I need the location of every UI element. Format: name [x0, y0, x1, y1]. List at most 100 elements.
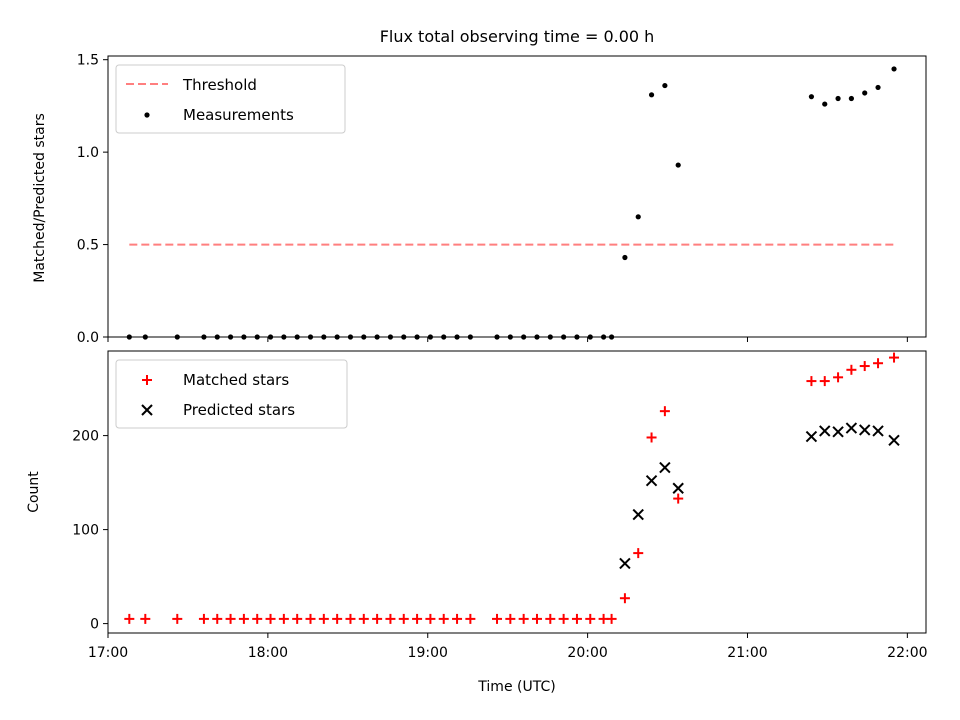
predicted-star-point	[645, 475, 658, 487]
matched-star-point	[518, 613, 529, 624]
predicted-star-point	[872, 425, 884, 437]
measurement-point	[648, 92, 655, 98]
matched-star-point	[332, 613, 343, 624]
matched-star-point	[238, 613, 249, 624]
legend-matched-marker	[142, 375, 152, 385]
matched-star-point	[571, 613, 582, 624]
predicted-star-point	[888, 434, 900, 447]
matched-star-point	[659, 406, 670, 417]
predicted-star-point-b	[859, 424, 871, 436]
predicted-star-point	[845, 422, 858, 434]
matched-star-point	[398, 613, 409, 624]
legend-predicted-label: Predicted stars	[183, 401, 295, 419]
legend-matched-swatch	[142, 375, 152, 385]
matched-star-point	[873, 358, 884, 369]
matched-star-point	[545, 613, 556, 624]
matched-star-point	[318, 613, 329, 624]
predicted-star-point-b	[672, 482, 684, 494]
matched-star-point	[859, 361, 870, 372]
top-yticks: 0.0 0.5 1.0 1.5	[77, 53, 108, 346]
measurement-point	[875, 84, 881, 91]
matched-star-point	[673, 493, 684, 504]
matched-star-point	[212, 613, 223, 624]
matched-star-point	[278, 613, 289, 624]
matched-star-point	[372, 613, 383, 624]
legend-threshold-label: Threshold	[182, 76, 257, 94]
bottom-xtick-label: 20:00	[567, 645, 607, 661]
measurement-point	[635, 214, 641, 220]
matched-star-point	[806, 376, 817, 387]
matched-star-point	[465, 613, 476, 624]
bottom-xtick-label: 21:00	[727, 645, 767, 661]
matched-star-point	[633, 548, 644, 559]
bottom-legend: Matched stars Predicted stars	[115, 359, 348, 429]
measurement-point	[822, 101, 828, 107]
matched-star-point	[292, 613, 303, 624]
measurement-point	[622, 254, 628, 261]
measurement-point	[662, 82, 668, 89]
predicted-star-point	[619, 557, 631, 570]
matched-star-point	[452, 613, 463, 624]
top-ylabel: Matched/Predicted stars	[32, 113, 48, 283]
top-ytick-label: 0.5	[77, 238, 99, 254]
legend-predicted-swatch	[141, 404, 153, 416]
top-panel: Flux total observing time = 0.00 h Match…	[32, 27, 927, 346]
predicted-star-point	[805, 430, 818, 443]
predicted-star-point-b	[805, 430, 818, 443]
bottom-ytick-label: 200	[72, 429, 99, 445]
measurement-point	[862, 90, 868, 96]
predicted-star-point-b	[659, 461, 671, 474]
predicted-star-point-b	[632, 508, 644, 521]
matched-star-point	[252, 613, 263, 624]
bottom-ylabel: Count	[26, 471, 42, 513]
matched-star-point	[819, 376, 830, 387]
legend-predicted-marker	[141, 404, 153, 416]
chart-title: Flux total observing time = 0.00 h	[380, 27, 655, 46]
bottom-xticks: 17:00 18:00 19:00 20:00 21:00 22:00	[88, 633, 928, 661]
bottom-legend-box	[115, 359, 348, 429]
predicted-star-point	[832, 426, 844, 438]
matched-star-point	[124, 613, 135, 624]
matched-star-point	[140, 613, 151, 624]
matched-star-point	[531, 613, 542, 624]
predicted-star-point	[659, 461, 671, 474]
matched-star-point	[172, 613, 183, 624]
measurement-point	[835, 95, 841, 102]
matched-star-point	[412, 613, 423, 624]
top-axes-frame	[107, 55, 927, 338]
matched-star-point	[846, 364, 857, 375]
predicted-star-point-b	[819, 425, 831, 437]
bottom-xtick-label: 19:00	[408, 645, 448, 661]
matched-star-point	[585, 613, 596, 624]
matched-star-point	[385, 613, 396, 624]
predicted-star-point	[819, 425, 831, 437]
measurement-point	[891, 66, 897, 72]
matched-star-point	[438, 613, 449, 624]
matched-star-point	[198, 613, 209, 624]
legend-matched-label: Matched stars	[183, 371, 289, 389]
bottom-ytick-label: 0	[90, 617, 99, 633]
matched-star-point	[492, 613, 503, 624]
top-ytick-label: 1.5	[77, 53, 99, 69]
matched-star-point	[505, 613, 516, 624]
bottom-panel: Count Time (UTC) 0 100 200 17:00 18:00 19:00…	[26, 350, 928, 695]
predicted-star-point-b	[845, 422, 858, 434]
matched-star-point	[225, 613, 236, 624]
matched-star-point	[646, 432, 657, 443]
top-ytick-label: 0.0	[77, 330, 99, 346]
matched-star-point	[558, 613, 569, 624]
bottom-xlabel: Time (UTC)	[477, 679, 555, 695]
predicted-star-point	[632, 508, 644, 521]
bottom-axes-frame	[107, 350, 927, 634]
predicted-star-point-b	[872, 425, 884, 437]
matched-star-point	[345, 613, 356, 624]
top-xticks	[107, 337, 908, 342]
measurement-point	[808, 94, 815, 100]
matched-star-point	[425, 613, 436, 624]
bottom-yticks: 0 100 200	[72, 429, 108, 633]
predicted-star-point-b	[645, 475, 658, 487]
matched-star-point	[606, 613, 617, 624]
top-ytick-label: 1.0	[77, 145, 99, 161]
matched-star-point	[265, 613, 276, 624]
